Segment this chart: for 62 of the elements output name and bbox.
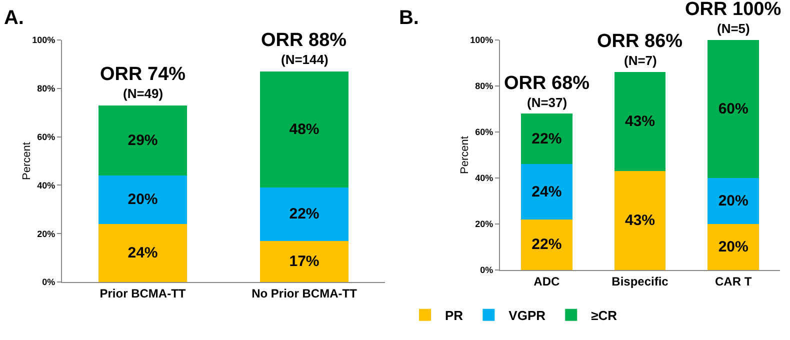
y-tick-label: 100% bbox=[32, 35, 56, 46]
legend-label: PR bbox=[445, 308, 464, 323]
data-label: 20% bbox=[718, 192, 748, 210]
data-label: 20% bbox=[718, 238, 748, 256]
data-label: 22% bbox=[532, 130, 562, 148]
bar bbox=[521, 219, 572, 270]
chart-title: B. bbox=[398, 7, 419, 30]
x-tick-label: CAR T bbox=[714, 274, 752, 288]
bar bbox=[708, 224, 759, 270]
bar bbox=[521, 164, 572, 220]
bar bbox=[260, 188, 349, 241]
data-label: 43% bbox=[624, 113, 656, 130]
bar bbox=[260, 240, 349, 282]
bar bbox=[98, 176, 188, 224]
bar bbox=[260, 71, 349, 188]
y-tick-label: 80% bbox=[37, 84, 56, 94]
bar bbox=[614, 72, 666, 172]
y-axis-title: Percent bbox=[459, 136, 471, 174]
data-label: 29% bbox=[128, 132, 158, 149]
y-tick-label: 60% bbox=[37, 132, 56, 142]
data-label: 22% bbox=[289, 206, 320, 223]
x-tick-label: No Prior BCMA-TT bbox=[252, 286, 358, 300]
y-tick-label: 0% bbox=[480, 265, 494, 276]
y-tick-label: 20% bbox=[37, 228, 56, 239]
annotation: (N=144) bbox=[281, 52, 328, 67]
bar bbox=[708, 178, 759, 224]
y-tick-label: 40% bbox=[37, 180, 56, 190]
data-label: 24% bbox=[532, 183, 562, 200]
annotation: (N=37) bbox=[527, 95, 568, 110]
data-label: 48% bbox=[289, 121, 320, 138]
annotation: ORR 100% bbox=[685, 0, 782, 20]
y-tick-label: 0% bbox=[42, 277, 56, 288]
annotation: ORR 74% bbox=[100, 64, 186, 85]
bar bbox=[98, 224, 188, 282]
annotation: (N=5) bbox=[717, 21, 750, 36]
legend-label: ≥CR bbox=[591, 308, 618, 323]
x-tick-label: ADC bbox=[534, 274, 560, 288]
annotation: ORR 68% bbox=[504, 73, 590, 94]
bar bbox=[521, 114, 572, 164]
data-label: 24% bbox=[128, 244, 158, 262]
data-label: 43% bbox=[624, 212, 656, 230]
y-tick-label: 80% bbox=[475, 81, 494, 92]
y-tick-label: 40% bbox=[475, 173, 494, 184]
chart-title: A. bbox=[4, 7, 24, 30]
y-tick-label: 60% bbox=[475, 127, 494, 138]
legend-label: VGPR bbox=[508, 308, 546, 323]
data-label: 22% bbox=[532, 236, 562, 254]
x-tick-label: Bispecific bbox=[612, 274, 669, 288]
bar bbox=[708, 40, 759, 178]
y-tick-label: 100% bbox=[470, 35, 494, 46]
data-label: 17% bbox=[289, 252, 320, 270]
x-tick-label: Prior BCMA-TT bbox=[100, 286, 186, 300]
annotation: (N=49) bbox=[123, 86, 164, 101]
annotation: ORR 86% bbox=[597, 31, 683, 52]
bar bbox=[614, 171, 666, 270]
y-tick-label: 20% bbox=[475, 219, 494, 230]
y-axis-title: Percent bbox=[21, 142, 33, 180]
data-label: 60% bbox=[718, 100, 748, 118]
data-label: 20% bbox=[128, 191, 158, 208]
annotation: ORR 88% bbox=[261, 30, 347, 51]
annotation: (N=7) bbox=[624, 53, 657, 68]
bar bbox=[98, 105, 188, 176]
